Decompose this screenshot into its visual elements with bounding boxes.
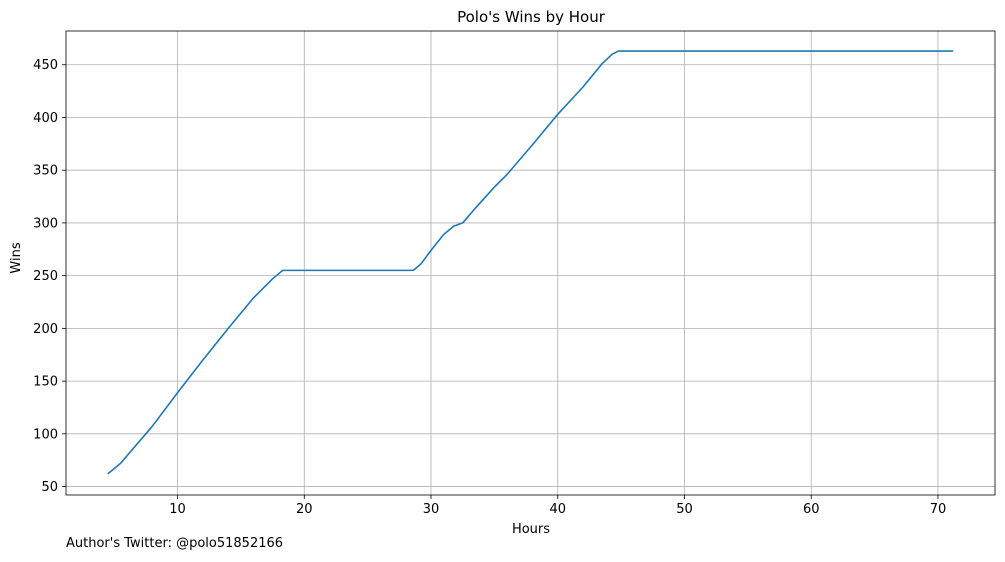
tick-labels: 10 20 30 40 50 60 70 50 100 150 200 250 300 350 400 450 <box>33 58 946 517</box>
y-axis-label: Wins <box>9 242 24 273</box>
y-tick-label: 150 <box>33 375 58 390</box>
x-tick-label: 20 <box>296 502 313 517</box>
author-twitter-note: Author's Twitter: @polo51852166 <box>66 536 284 551</box>
y-tick-label: 50 <box>41 480 58 495</box>
y-tick-label: 200 <box>33 322 58 337</box>
x-tick-label: 30 <box>423 502 440 517</box>
chart-title: Polo's Wins by Hour <box>457 8 606 26</box>
y-tick-label: 250 <box>33 269 58 284</box>
x-tick-label: 10 <box>169 502 186 517</box>
grid-lines <box>66 31 995 495</box>
y-tick-label: 300 <box>33 216 58 231</box>
y-tick-label: 100 <box>33 427 58 442</box>
y-tick-label: 400 <box>33 111 58 126</box>
x-tick-label: 40 <box>549 502 566 517</box>
x-axis-label: Hours <box>512 522 550 537</box>
y-tick-label: 350 <box>33 164 58 179</box>
series-layer <box>107 50 954 475</box>
axes <box>62 30 996 499</box>
x-tick-label: 50 <box>676 502 693 517</box>
x-tick-label: 70 <box>930 502 947 517</box>
series-line <box>107 50 954 475</box>
plot-frame <box>65 30 996 496</box>
x-tick-label: 60 <box>803 502 820 517</box>
y-tick-label: 450 <box>33 58 58 73</box>
